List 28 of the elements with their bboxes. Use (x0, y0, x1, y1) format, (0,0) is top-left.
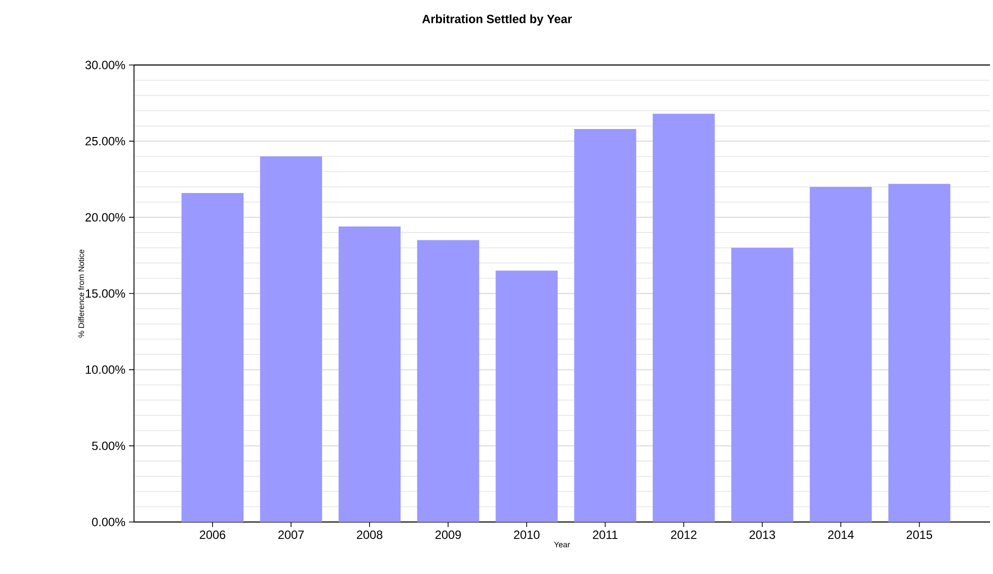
x-tick-label: 2012 (671, 530, 696, 539)
x-tick-label: 2006 (200, 530, 226, 539)
bar (810, 186, 872, 522)
y-tick-label: 10.00% (86, 365, 126, 374)
x-tick-label: 2015 (906, 530, 932, 539)
x-tick-label: 2008 (356, 530, 382, 539)
bar (574, 128, 636, 522)
bar (417, 240, 480, 522)
y-tick-label: 5.00% (92, 442, 126, 450)
x-tick-label: 2013 (750, 530, 776, 539)
x-tick-label: 2010 (514, 530, 540, 539)
bar (888, 184, 950, 522)
y-tick-label: 0.00% (92, 518, 126, 526)
x-tick-label: 2011 (592, 530, 618, 539)
x-tick-label: 2014 (828, 530, 854, 539)
y-tick-label: 15.00% (86, 289, 126, 298)
y-tick-label: 20.00% (86, 213, 126, 222)
chart-title: Arbitration Settled by Year (422, 14, 572, 26)
bar (338, 226, 401, 522)
x-tick-label: 2007 (278, 530, 304, 539)
x-tick-label: 2009 (435, 530, 461, 539)
y-tick-label: 25.00% (86, 136, 126, 146)
y-tick-label: 30.00% (85, 60, 126, 70)
bar (260, 156, 322, 522)
bar (652, 114, 715, 522)
bar (182, 192, 244, 522)
bar (731, 248, 794, 522)
bar (496, 270, 558, 522)
